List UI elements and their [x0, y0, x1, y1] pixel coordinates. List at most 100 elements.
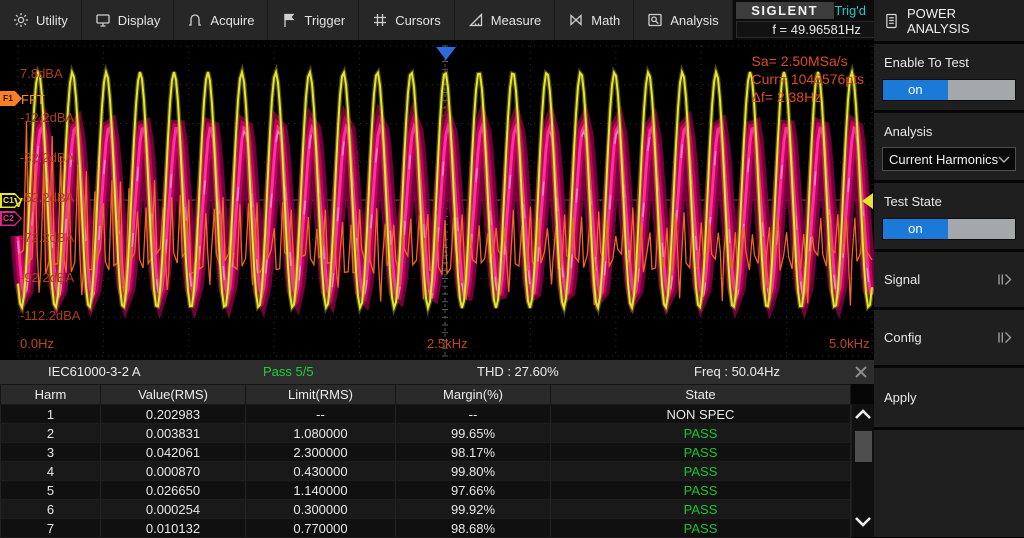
value-cell: 1.080000	[245, 423, 396, 443]
test-state-toggle[interactable]: on	[882, 218, 1016, 240]
value-cell: 0.000254	[100, 499, 246, 519]
freq-value: Freq : 50.04Hz	[694, 364, 780, 379]
table-row[interactable]: 1 0.202983 -- -- NON SPEC	[0, 404, 851, 424]
measure-icon	[468, 12, 482, 27]
menu-item-math[interactable]: Math	[555, 0, 635, 40]
col-margin: Margin(%)	[395, 384, 551, 405]
value-cell: 2.300000	[245, 442, 396, 462]
gear-icon	[14, 13, 28, 27]
menu-label: Acquire	[210, 12, 255, 28]
harmonics-table: Harm Value(RMS) Limit(RMS) Margin(%) Sta…	[0, 384, 874, 538]
value-cell: 97.66%	[395, 480, 551, 500]
trigger-level-icon	[862, 193, 873, 209]
chevron-down-icon	[998, 155, 1010, 163]
menu-label: Utility	[36, 12, 68, 28]
brand-logo: SIGLENT	[735, 2, 834, 19]
analysis-dropdown[interactable]: Current Harmonics	[882, 147, 1016, 171]
menu-label: Trigger	[304, 12, 346, 28]
table-row[interactable]: 4 0.000870 0.430000 99.80% PASS	[0, 461, 851, 481]
menu-item-acquire[interactable]: Acquire	[174, 0, 269, 40]
scroll-down-icon[interactable]	[854, 515, 872, 534]
value-cell: 0.026650	[100, 480, 246, 500]
menu-item-measure[interactable]: Measure	[455, 0, 556, 40]
thd-value: THD : 27.60%	[477, 364, 559, 379]
panel-header: POWER ANALYSIS	[874, 0, 1024, 44]
scroll-up-icon[interactable]	[854, 407, 872, 426]
apply-button[interactable]: Apply	[874, 368, 1024, 430]
menu-item-trigger[interactable]: Trigger	[268, 0, 360, 40]
value-cell: 0.010132	[100, 518, 246, 538]
enable-to-test-label: Enable To Test	[884, 55, 969, 70]
trigger-status: Trig'd	[834, 3, 866, 18]
scrollbar-thumb[interactable]	[855, 431, 872, 462]
standard-name: IEC61000-3-2 A	[48, 364, 141, 379]
toggle-off-state	[947, 219, 1015, 239]
logo-block: SIGLENT Trig'd f = 49.96581Hz	[732, 0, 898, 40]
value-cell: 0.000870	[100, 461, 246, 481]
state-cell: PASS	[550, 423, 851, 443]
c2-channel-marker[interactable]: C2	[0, 211, 22, 226]
waveform-plot	[10, 45, 874, 357]
value-cell: 0.003831	[100, 423, 246, 443]
table-row[interactable]: 2 0.003831 1.080000 99.65% PASS	[0, 423, 851, 443]
value-cell: 98.68%	[395, 518, 551, 538]
menu-label: Measure	[490, 12, 542, 28]
value-cell: 5	[0, 480, 101, 500]
value-cell: 0.042061	[100, 442, 246, 462]
toggle-off-state	[947, 80, 1015, 100]
frequency-readout: f = 49.96581Hz	[735, 21, 898, 38]
toggle-on-state: on	[883, 80, 948, 100]
value-cell: 2	[0, 423, 101, 443]
value-cell: 4	[0, 461, 101, 481]
table-row[interactable]: 6 0.000254 0.300000 99.92% PASS	[0, 499, 851, 519]
table-scrollbar[interactable]	[851, 404, 874, 537]
submenu-arrow-icon	[998, 274, 1012, 285]
menu-item-utility[interactable]: Utility	[0, 0, 82, 40]
menu-item-cursors[interactable]: Cursors	[359, 0, 455, 40]
test-status-bar: IEC61000-3-2 A Pass 5/5 THD : 27.60% Fre…	[0, 360, 874, 384]
trigger-position-icon	[436, 47, 456, 60]
menu-label: Math	[591, 12, 621, 28]
menu-label: Cursors	[395, 12, 441, 28]
config-menu-item[interactable]: Config	[874, 310, 1024, 368]
table-row[interactable]: 3 0.042061 2.300000 98.17% PASS	[0, 442, 851, 462]
state-cell: NON SPEC	[550, 404, 851, 424]
menu-label: Display	[117, 12, 161, 28]
analysis-label: Analysis	[884, 124, 933, 139]
f1-channel-marker[interactable]: F1	[0, 91, 22, 106]
table-row[interactable]: 7 0.010132 0.770000 98.68% PASS	[0, 518, 851, 538]
menu-item-display[interactable]: Display	[82, 0, 175, 40]
pass-count: Pass 5/5	[263, 364, 314, 379]
value-cell: 3	[0, 442, 101, 462]
col-state: State	[550, 384, 851, 405]
value-cell: 99.65%	[395, 423, 551, 443]
state-cell: PASS	[550, 461, 851, 481]
signal-label: Signal	[884, 272, 921, 287]
c1-channel-marker[interactable]: C1	[0, 193, 22, 208]
waveform-display[interactable]: 7.8dBA -12.2dBA -32.2dBA -52.2dBA -72.2d…	[0, 40, 874, 360]
state-cell: PASS	[550, 499, 851, 519]
value-cell: 6	[0, 499, 101, 519]
col-limit: Limit(RMS)	[245, 384, 396, 405]
value-cell: 1	[0, 404, 101, 424]
value-cell: 0.430000	[245, 461, 396, 481]
monitor-icon	[96, 14, 110, 27]
clipboard-icon	[886, 13, 897, 28]
value-cell: 7	[0, 518, 101, 538]
table-row[interactable]: 5 0.026650 1.140000 97.66% PASS	[0, 480, 851, 500]
close-icon[interactable]	[851, 362, 871, 382]
analysis-selected-value: Current Harmonics	[889, 151, 999, 167]
state-cell: PASS	[550, 480, 851, 500]
cursors-icon	[374, 14, 387, 26]
state-cell: PASS	[550, 442, 851, 462]
value-cell: --	[395, 404, 551, 424]
menu-item-analysis[interactable]: Analysis	[634, 0, 733, 40]
acquire-icon	[189, 14, 202, 26]
toggle-on-state: on	[883, 219, 948, 239]
math-icon	[570, 14, 582, 26]
signal-menu-item[interactable]: Signal	[874, 252, 1024, 310]
enable-to-test-section: Enable To Test on	[874, 44, 1024, 113]
enable-to-test-toggle[interactable]: on	[882, 79, 1016, 101]
value-cell: 0.202983	[100, 404, 246, 424]
